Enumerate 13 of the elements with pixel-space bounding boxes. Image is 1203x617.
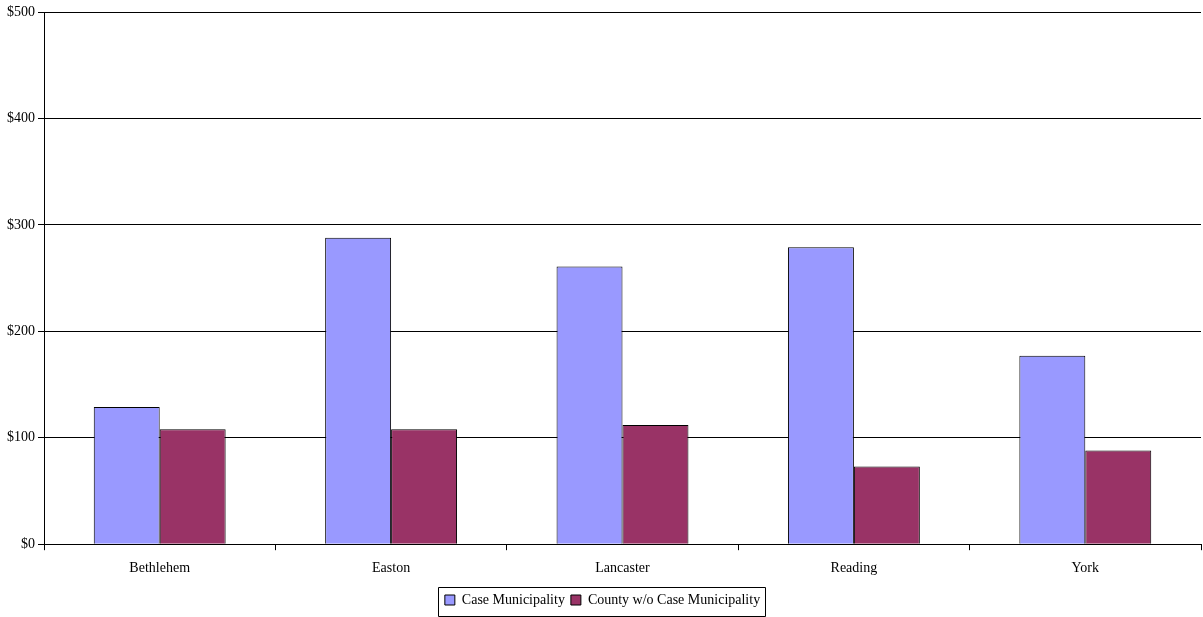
x-tick-label: Reading — [830, 560, 878, 576]
y-tick-label: $200 — [7, 322, 35, 338]
y-tick-label: $0 — [21, 535, 35, 551]
y-tick-label: $500 — [7, 3, 35, 19]
x-tick-label: Bethlehem — [129, 560, 191, 576]
y-tick-label: $300 — [7, 216, 35, 232]
x-tick-label: Lancaster — [595, 560, 651, 576]
y-tick-label: $100 — [7, 429, 35, 445]
legend-label: County w/o Case Municipality — [587, 591, 761, 607]
x-tick-label: York — [1071, 560, 1099, 576]
x-tick-label: Easton — [372, 560, 411, 576]
y-tick-label: $400 — [7, 110, 35, 126]
legend-label: Case Municipality — [461, 591, 565, 607]
